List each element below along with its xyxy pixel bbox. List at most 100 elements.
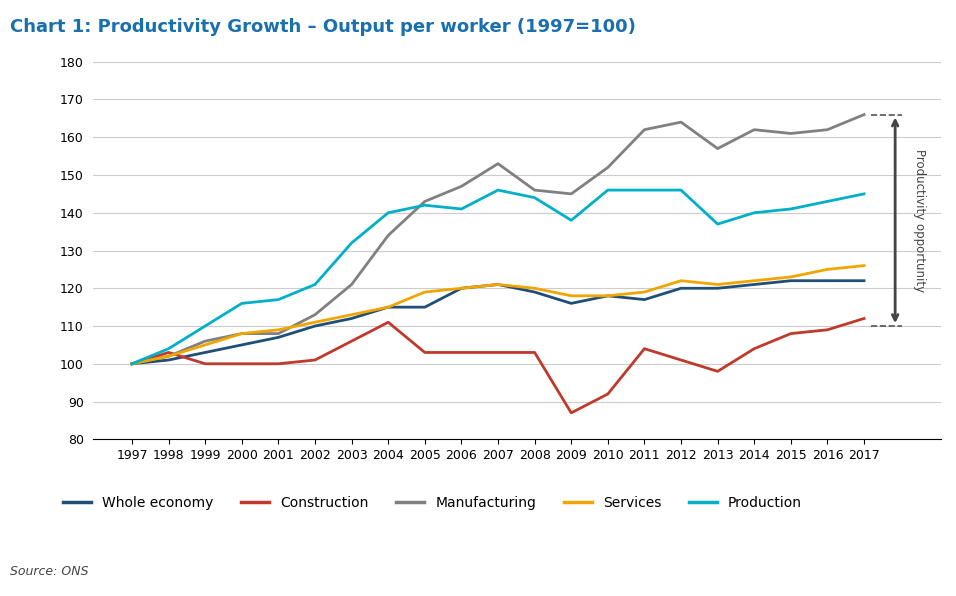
Services [236,330,248,337]
Text: Productivity opportunity: Productivity opportunity [913,149,926,292]
Construction [785,330,796,337]
Services [858,262,870,269]
Whole economy [858,277,870,284]
Services [675,277,686,284]
Construction [346,337,358,344]
Services [346,311,358,318]
Production [566,217,577,224]
Manufacturing [639,126,650,134]
Production [163,345,174,352]
Services [639,288,650,296]
Whole economy [712,285,724,292]
Construction [310,356,321,364]
Manufacturing [822,126,834,134]
Manufacturing [456,183,467,190]
Construction [456,349,467,356]
Whole economy [200,349,211,356]
Services [126,360,138,367]
Construction [712,368,724,375]
Whole economy [419,303,430,311]
Manufacturing [858,111,870,118]
Construction [382,319,394,326]
Services [163,353,174,360]
Line: Manufacturing: Manufacturing [132,114,864,364]
Manufacturing [566,190,577,197]
Whole economy [310,322,321,330]
Manufacturing [163,353,174,360]
Manufacturing [346,281,358,288]
Construction [749,345,760,352]
Construction [163,349,174,356]
Services [456,285,467,292]
Production [382,209,394,216]
Construction [529,349,540,356]
Text: Source: ONS: Source: ONS [10,565,88,578]
Construction [419,349,430,356]
Construction [639,345,650,352]
Whole economy [272,334,284,341]
Whole economy [639,296,650,303]
Construction [566,409,577,417]
Construction [675,356,686,364]
Construction [272,360,284,367]
Services [529,285,540,292]
Whole economy [163,356,174,364]
Services [200,342,211,349]
Construction [602,390,614,398]
Manufacturing [382,232,394,239]
Manufacturing [272,330,284,337]
Whole economy [566,300,577,307]
Production [858,190,870,197]
Construction [822,326,834,333]
Services [382,303,394,311]
Whole economy [529,288,540,296]
Services [272,326,284,333]
Production [200,322,211,330]
Production [236,300,248,307]
Whole economy [785,277,796,284]
Production [310,281,321,288]
Manufacturing [310,311,321,318]
Whole economy [126,360,138,367]
Whole economy [492,281,504,288]
Manufacturing [236,330,248,337]
Whole economy [602,292,614,299]
Manufacturing [492,160,504,167]
Whole economy [456,285,467,292]
Whole economy [382,303,394,311]
Manufacturing [602,164,614,171]
Services [602,292,614,299]
Production [272,296,284,303]
Production [749,209,760,216]
Services [712,281,724,288]
Construction [126,360,138,367]
Line: Production: Production [132,190,864,364]
Production [529,194,540,201]
Legend: Whole economy, Construction, Manufacturing, Services, Production: Whole economy, Construction, Manufacturi… [57,491,807,516]
Services [310,319,321,326]
Services [749,277,760,284]
Production [675,187,686,194]
Production [492,187,504,194]
Production [822,198,834,205]
Manufacturing [785,130,796,137]
Line: Construction: Construction [132,318,864,413]
Services [785,274,796,281]
Services [419,288,430,296]
Services [566,292,577,299]
Production [602,187,614,194]
Line: Services: Services [132,266,864,364]
Manufacturing [126,360,138,367]
Construction [236,360,248,367]
Text: Chart 1: Productivity Growth – Output per worker (1997=100): Chart 1: Productivity Growth – Output pe… [10,18,636,36]
Line: Whole economy: Whole economy [132,281,864,364]
Whole economy [675,285,686,292]
Manufacturing [749,126,760,134]
Construction [492,349,504,356]
Production [126,360,138,367]
Production [346,240,358,247]
Production [785,206,796,213]
Whole economy [749,281,760,288]
Whole economy [236,342,248,349]
Production [639,187,650,194]
